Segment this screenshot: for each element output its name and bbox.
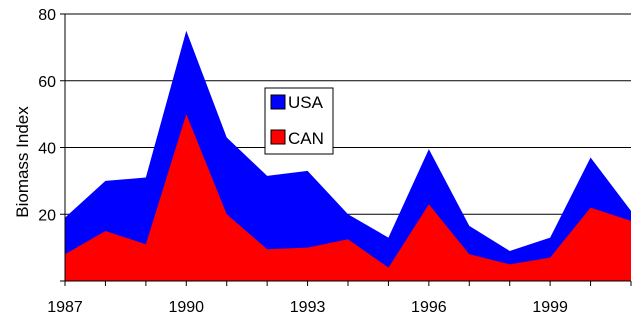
legend-label-can: CAN <box>288 129 324 148</box>
tick-labels: 20 40 60 80 1987 1990 1993 1996 1999 <box>38 7 568 316</box>
y-tick-label-20: 20 <box>38 207 56 224</box>
x-tick-label-1993: 1993 <box>290 299 326 316</box>
x-tick-label-1987: 1987 <box>47 299 83 316</box>
stacked-areas <box>65 30 631 281</box>
x-tick-label-1999: 1999 <box>532 299 568 316</box>
axes <box>60 13 632 286</box>
legend-swatch-can <box>270 129 286 145</box>
y-tick-label-60: 60 <box>38 74 56 91</box>
legend-label-usa: USA <box>288 93 324 112</box>
y-axis-title: Biomass Index <box>13 106 32 218</box>
area-can <box>65 114 631 281</box>
legend: USA CAN <box>264 87 334 155</box>
x-tick-label-1996: 1996 <box>411 299 447 316</box>
y-tick-label-40: 40 <box>38 141 56 158</box>
y-tick-label-80: 80 <box>38 7 56 24</box>
x-tick-label-1990: 1990 <box>168 299 204 316</box>
legend-swatch-usa <box>270 94 286 110</box>
